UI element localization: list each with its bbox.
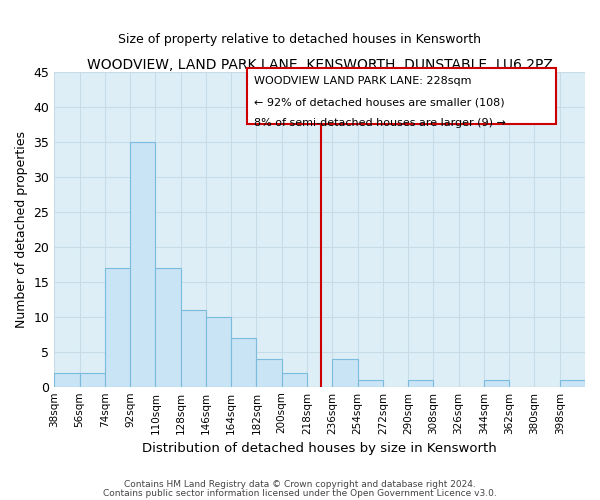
Bar: [484, 380, 509, 386]
Text: Contains public sector information licensed under the Open Government Licence v3: Contains public sector information licen…: [103, 489, 497, 498]
Text: Size of property relative to detached houses in Kensworth: Size of property relative to detached ho…: [119, 32, 482, 46]
Bar: [206, 316, 231, 386]
Y-axis label: Number of detached properties: Number of detached properties: [15, 130, 28, 328]
Bar: [332, 358, 358, 386]
Bar: [256, 358, 282, 386]
Bar: [155, 268, 181, 386]
Text: 8% of semi-detached houses are larger (9) →: 8% of semi-detached houses are larger (9…: [254, 118, 506, 128]
X-axis label: Distribution of detached houses by size in Kensworth: Distribution of detached houses by size …: [142, 442, 497, 455]
Bar: [358, 380, 383, 386]
Bar: [130, 142, 155, 386]
Bar: [80, 372, 105, 386]
Bar: [105, 268, 130, 386]
Bar: [408, 380, 433, 386]
Bar: [54, 372, 80, 386]
Text: WOODVIEW LAND PARK LANE: 228sqm: WOODVIEW LAND PARK LANE: 228sqm: [254, 76, 471, 86]
Bar: [282, 372, 307, 386]
Text: ← 92% of detached houses are smaller (108): ← 92% of detached houses are smaller (10…: [254, 98, 504, 108]
Text: Contains HM Land Registry data © Crown copyright and database right 2024.: Contains HM Land Registry data © Crown c…: [124, 480, 476, 489]
Title: WOODVIEW, LAND PARK LANE, KENSWORTH, DUNSTABLE, LU6 2PZ: WOODVIEW, LAND PARK LANE, KENSWORTH, DUN…: [87, 58, 553, 71]
Bar: [181, 310, 206, 386]
Bar: [560, 380, 585, 386]
Bar: [231, 338, 256, 386]
FancyBboxPatch shape: [247, 68, 556, 124]
